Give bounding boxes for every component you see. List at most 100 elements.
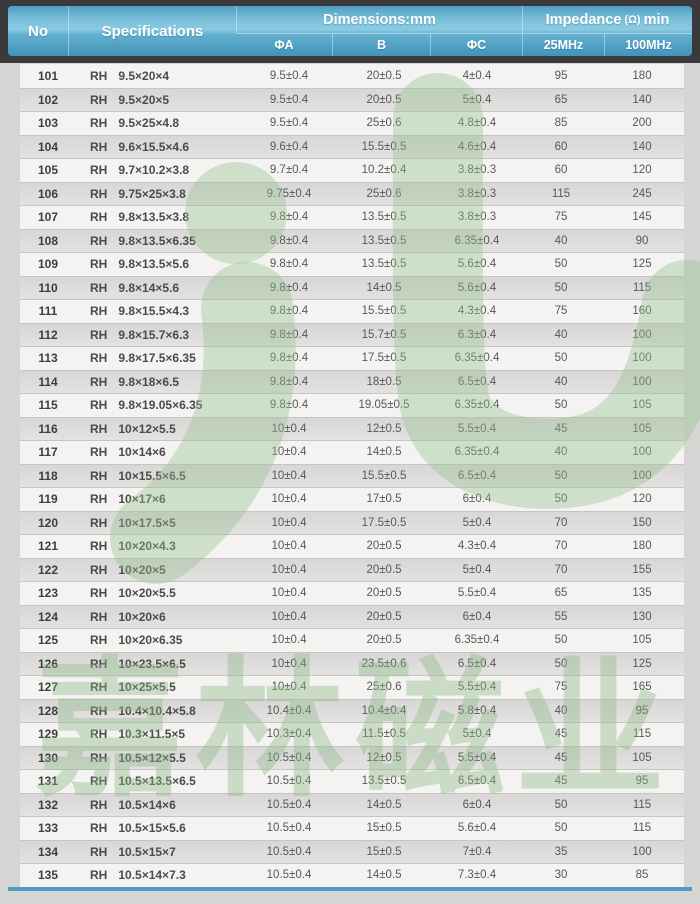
- row-dim-phi-c: 5±0.4: [462, 93, 492, 106]
- row-spec-prefix: RH: [90, 374, 108, 389]
- row-spec-prefix: RH: [90, 609, 108, 624]
- row-spec-size: 10.5×14×6: [118, 797, 176, 812]
- row-spec-prefix: RH: [90, 797, 108, 812]
- row-no: 124: [37, 609, 59, 624]
- row-spec-prefix: RH: [90, 586, 108, 601]
- row-dim-phi-a: 9.8±0.4: [269, 258, 309, 271]
- row-dim-phi-c: 5±0.4: [462, 563, 492, 576]
- row-dim-phi-a: 9.7±0.4: [269, 164, 309, 177]
- row-no: 101: [37, 68, 59, 83]
- table-row: 117 RH 10×14×6 10±0.4 14±0.5 6.35±0.4 40 …: [20, 440, 684, 464]
- row-impedance-25mhz: 70: [554, 563, 568, 576]
- row-impedance-25mhz: 75: [554, 211, 568, 224]
- row-impedance-25mhz: 45: [554, 728, 568, 741]
- row-spec-prefix: RH: [90, 327, 108, 342]
- row-spec-size: 10×14×6: [118, 445, 166, 460]
- row-dim-phi-c: 6.5±0.4: [457, 469, 497, 482]
- row-specification: RH 9.8×13.5×5.6: [76, 257, 242, 271]
- row-dim-b: 17.5±0.5: [361, 516, 407, 529]
- row-spec-size: 10×20×5.5: [118, 586, 176, 601]
- row-impedance-25mhz: 50: [554, 469, 568, 482]
- column-group-dimensions: Dimensions:mm: [236, 6, 522, 34]
- row-impedance-25mhz: 70: [554, 516, 568, 529]
- row-dim-phi-c: 5.5±0.4: [457, 422, 497, 435]
- row-dim-phi-a: 10.3±0.4: [266, 728, 312, 741]
- row-dim-phi-c: 6.35±0.4: [454, 634, 500, 647]
- column-header-phi-c: ΦC: [430, 34, 522, 56]
- row-dim-phi-a: 9.6±0.4: [269, 140, 309, 153]
- row-specification: RH 10×20×4.3: [76, 539, 242, 553]
- row-spec-prefix: RH: [90, 210, 108, 225]
- row-spec-size: 9.8×13.5×3.8: [118, 210, 190, 225]
- row-impedance-100mhz: 95: [635, 704, 649, 717]
- row-impedance-100mhz: 120: [632, 493, 652, 506]
- table-row: 127 RH 10×25×5.5 10±0.4 25±0.6 5.5±0.4 75…: [20, 675, 684, 699]
- row-spec-prefix: RH: [90, 492, 108, 507]
- row-no: 126: [37, 656, 59, 671]
- row-dim-phi-c: 5.6±0.4: [457, 822, 497, 835]
- row-no: 106: [37, 186, 59, 201]
- column-header-25mhz: 25MHz: [522, 34, 604, 56]
- row-spec-prefix: RH: [90, 562, 108, 577]
- row-dim-b: 15.5±0.5: [361, 469, 407, 482]
- row-dim-phi-c: 6.35±0.4: [454, 446, 500, 459]
- row-dim-phi-a: 9.8±0.4: [269, 281, 309, 294]
- row-no: 109: [37, 257, 59, 272]
- row-spec-prefix: RH: [90, 680, 108, 695]
- row-spec-size: 10×25×5.5: [118, 680, 176, 695]
- row-dim-phi-c: 6±0.4: [462, 493, 492, 506]
- row-no: 128: [37, 703, 59, 718]
- row-dim-phi-c: 4±0.4: [462, 69, 492, 82]
- row-no: 105: [37, 163, 59, 178]
- row-spec-size: 9.8×19.05×6.35: [118, 398, 203, 413]
- row-impedance-100mhz: 100: [632, 469, 652, 482]
- column-header-b: B: [332, 34, 430, 56]
- row-impedance-25mhz: 115: [551, 187, 571, 200]
- row-spec-size: 10.5×15×5.6: [118, 821, 186, 836]
- table-row: 105 RH 9.7×10.2×3.8 9.7±0.4 10.2±0.4 3.8±…: [20, 158, 684, 182]
- row-dim-b: 20±0.5: [366, 634, 402, 647]
- row-dim-phi-a: 10.5±0.4: [266, 845, 312, 858]
- row-specification: RH 9.5×20×5: [76, 93, 242, 107]
- row-spec-size: 10×20×5: [118, 562, 166, 577]
- row-dim-phi-a: 9.8±0.4: [269, 328, 309, 341]
- row-spec-prefix: RH: [90, 257, 108, 272]
- table-row: 126 RH 10×23.5×6.5 10±0.4 23.5±0.6 6.5±0.…: [20, 651, 684, 675]
- table-row: 110 RH 9.8×14×5.6 9.8±0.4 14±0.5 5.6±0.4 …: [20, 275, 684, 299]
- table-header: No Specifications Dimensions:mm Impedanc…: [8, 6, 692, 56]
- row-spec-size: 10.5×12×5.5: [118, 750, 186, 765]
- table-row: 108 RH 9.8×13.5×6.35 9.8±0.4 13.5±0.5 6.3…: [20, 228, 684, 252]
- row-dim-b: 20±0.5: [366, 69, 402, 82]
- impedance-label: Impedance: [545, 11, 622, 28]
- row-impedance-25mhz: 75: [554, 305, 568, 318]
- row-impedance-100mhz: 105: [632, 634, 652, 647]
- row-dim-phi-c: 6±0.4: [462, 798, 492, 811]
- row-specification: RH 9.75×25×3.8: [76, 187, 242, 201]
- row-spec-prefix: RH: [90, 868, 108, 883]
- column-group-impedance: Impedance (Ω) min: [522, 6, 692, 34]
- row-dim-phi-c: 6±0.4: [462, 610, 492, 623]
- row-dim-phi-c: 6.35±0.4: [454, 352, 500, 365]
- table-row: 135 RH 10.5×14×7.3 10.5±0.4 14±0.5 7.3±0.…: [20, 863, 684, 887]
- row-no: 132: [37, 797, 59, 812]
- table-bottom-rule: [8, 887, 692, 891]
- row-specification: RH 9.8×13.5×3.8: [76, 210, 242, 224]
- row-spec-prefix: RH: [90, 139, 108, 154]
- row-no: 115: [38, 398, 58, 413]
- row-dim-phi-c: 5.5±0.4: [457, 681, 497, 694]
- row-spec-size: 10.4×10.4×5.8: [118, 703, 196, 718]
- row-dim-phi-c: 6.5±0.4: [457, 657, 497, 670]
- row-dim-phi-a: 10±0.4: [271, 540, 307, 553]
- table-row: 123 RH 10×20×5.5 10±0.4 20±0.5 5.5±0.4 65…: [20, 581, 684, 605]
- row-specification: RH 10.5×15×7: [76, 845, 242, 859]
- row-specification: RH 10×20×6.35: [76, 633, 242, 647]
- row-impedance-25mhz: 40: [554, 375, 568, 388]
- row-spec-prefix: RH: [90, 92, 108, 107]
- row-impedance-100mhz: 120: [632, 164, 652, 177]
- row-no: 129: [37, 727, 59, 742]
- row-specification: RH 9.7×10.2×3.8: [76, 163, 242, 177]
- row-dim-phi-a: 9.5±0.4: [269, 117, 309, 130]
- row-no: 134: [37, 844, 59, 859]
- row-dim-phi-c: 4.8±0.4: [457, 117, 497, 130]
- column-header-specifications: Specifications: [68, 6, 236, 56]
